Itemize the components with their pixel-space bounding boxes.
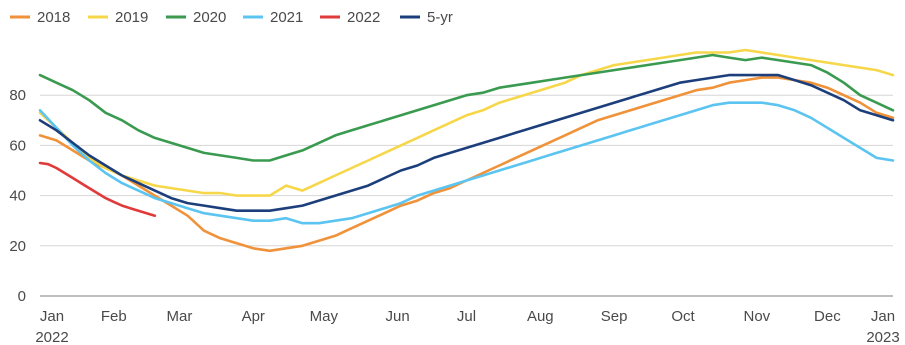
x-tick-label: Jan xyxy=(871,308,895,325)
y-tick-label: 80 xyxy=(9,87,26,104)
series-line-2021 xyxy=(38,101,895,225)
x-tick-label: Mar xyxy=(167,308,193,325)
x-tick-label: Aug xyxy=(527,308,554,325)
x-tick-label: Jul xyxy=(457,308,476,325)
x-tick-sublabel: 2022 xyxy=(35,329,68,345)
y-tick-label: 40 xyxy=(9,188,26,205)
x-tick-label: Oct xyxy=(671,308,695,325)
legend-label: 2022 xyxy=(347,9,380,26)
legend-label: 2018 xyxy=(37,9,70,26)
x-tick-label: Jun xyxy=(386,308,410,325)
x-tick-sublabel: 2023 xyxy=(866,329,899,345)
y-tick-label: 0 xyxy=(18,288,26,305)
x-tick-label: Nov xyxy=(744,308,771,325)
series-line-2020 xyxy=(38,53,895,162)
x-tick-label: Sep xyxy=(601,308,628,325)
x-axis: Jan 2022 Feb Mar Apr May Jun Jul Aug Sep Oct Nov Dec… xyxy=(35,308,899,345)
y-tick-label: 20 xyxy=(9,238,26,255)
series-lines xyxy=(38,48,895,253)
x-tick-label: May xyxy=(310,308,339,325)
series-line-2022 xyxy=(38,161,157,217)
x-tick-label: Jan xyxy=(40,308,64,325)
legend-label: 5-yr xyxy=(427,9,453,26)
legend-label: 2020 xyxy=(193,9,226,26)
legend-label: 2021 xyxy=(270,9,303,26)
legend-label: 2019 xyxy=(115,9,148,26)
series-line-5-yr xyxy=(38,73,895,212)
x-tick-label: Feb xyxy=(101,308,127,325)
legend: 2018 2019 2020 2021 2022 5-yr xyxy=(10,9,453,26)
series-line-2019 xyxy=(38,48,895,197)
y-axis: 0 20 40 60 80 xyxy=(9,87,26,305)
x-tick-label: Apr xyxy=(242,308,265,325)
y-tick-label: 60 xyxy=(9,137,26,154)
x-tick-label: Dec xyxy=(814,308,841,325)
